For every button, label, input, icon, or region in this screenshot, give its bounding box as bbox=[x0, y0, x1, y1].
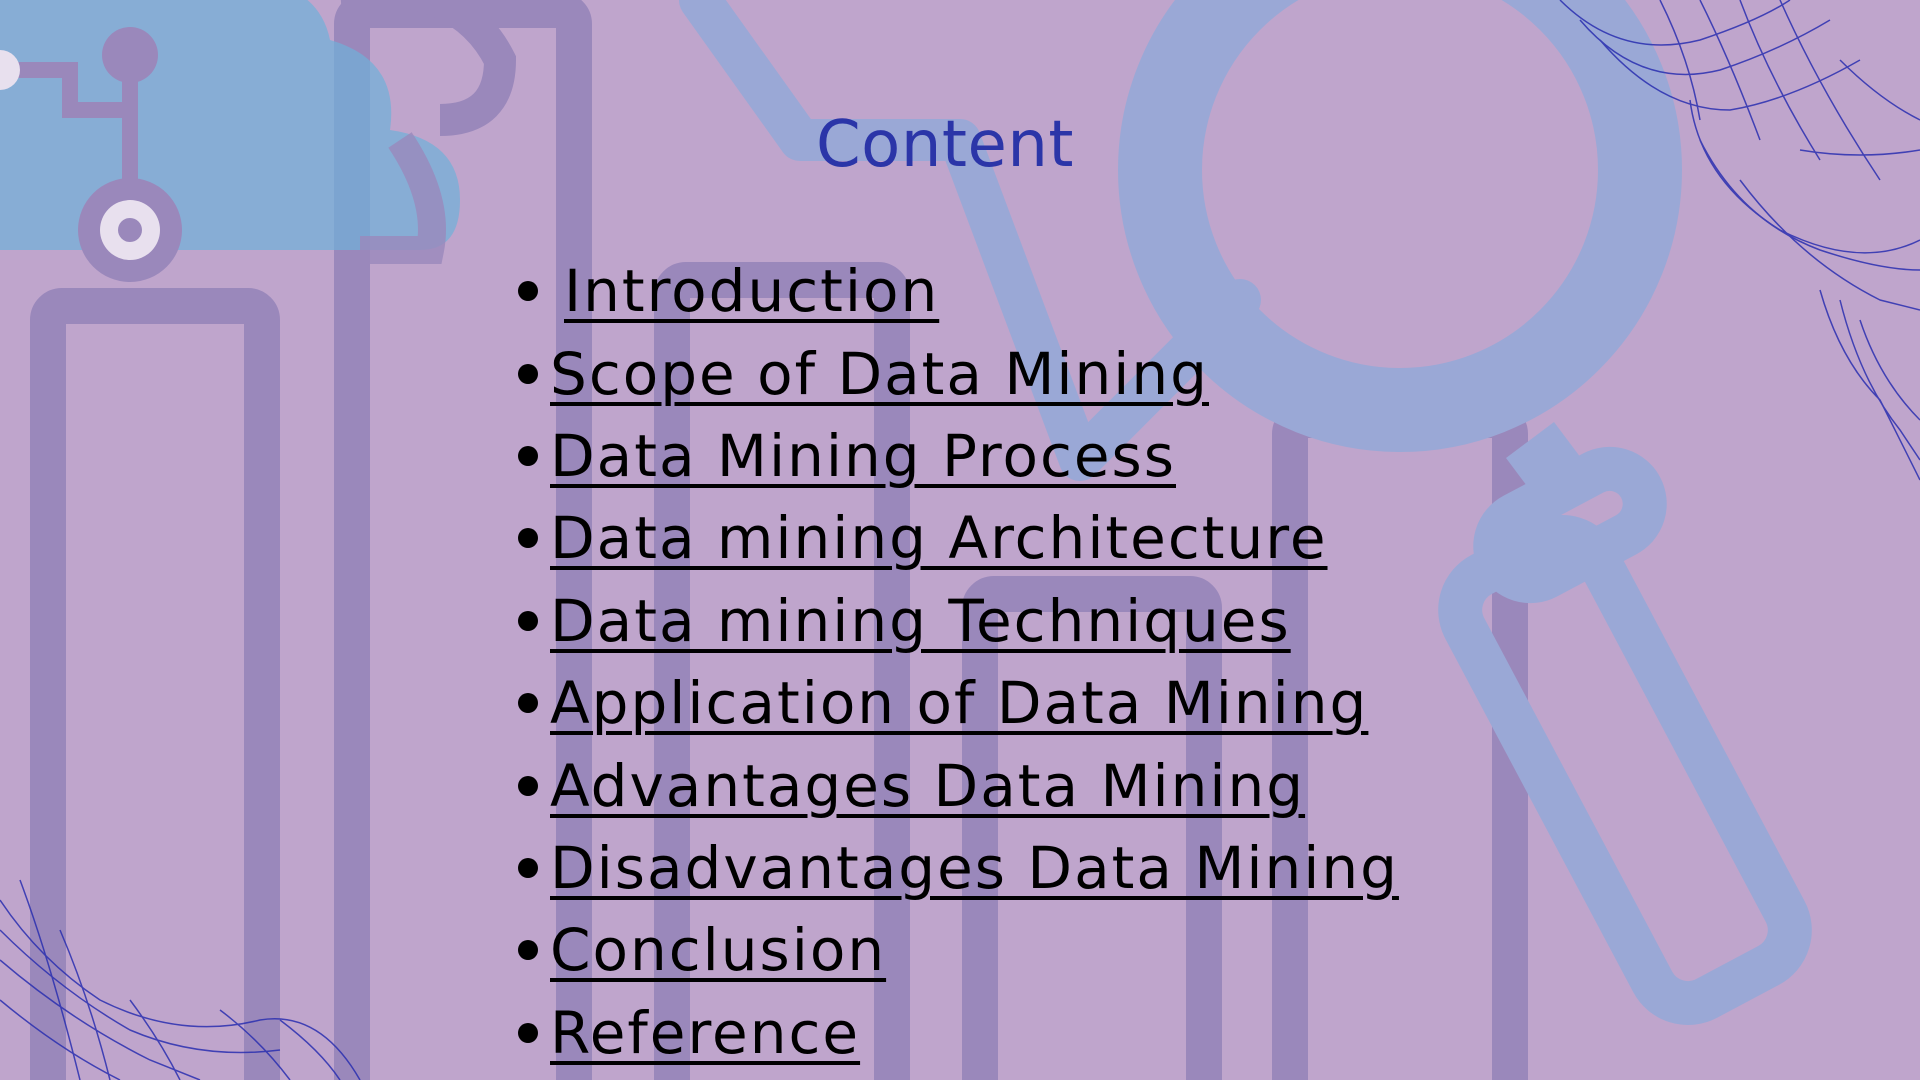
toc-link-architecture[interactable]: Data mining Architecture bbox=[550, 504, 1328, 573]
toc-link-process[interactable]: Data Mining Process bbox=[550, 421, 1176, 490]
toc-link-techniques[interactable]: Data mining Techniques bbox=[550, 586, 1291, 655]
bullet-icon bbox=[518, 528, 538, 549]
toc-link-introduction[interactable]: Introduction bbox=[564, 257, 940, 326]
list-item: Scope of Data Mining bbox=[518, 332, 1399, 414]
bullet-icon bbox=[518, 610, 538, 631]
list-item: Advantages Data Mining bbox=[518, 744, 1399, 826]
bullet-icon bbox=[518, 857, 538, 878]
bullet-icon bbox=[518, 363, 538, 384]
bullet-icon bbox=[518, 1022, 538, 1043]
toc-link-conclusion[interactable]: Conclusion bbox=[550, 916, 887, 985]
table-of-contents: Introduction Scope of Data Mining Data M… bbox=[518, 250, 1399, 1074]
list-item: Data mining Architecture bbox=[518, 497, 1399, 579]
toc-link-application[interactable]: Application of Data Mining bbox=[550, 669, 1369, 738]
wireframe-wave-decoration-bottom bbox=[0, 879, 361, 1080]
list-item: Disadvantages Data Mining bbox=[518, 827, 1399, 909]
bullet-icon bbox=[518, 775, 538, 796]
bullet-icon bbox=[518, 940, 538, 961]
toc-link-disadvantages[interactable]: Disadvantages Data Mining bbox=[550, 833, 1399, 902]
list-item: Introduction bbox=[518, 250, 1399, 332]
list-item: Application of Data Mining bbox=[518, 662, 1399, 744]
trend-line-decoration bbox=[679, 0, 1261, 481]
toc-link-reference[interactable]: Reference bbox=[550, 998, 861, 1067]
bullet-icon bbox=[518, 693, 538, 714]
bullet-icon bbox=[518, 281, 538, 302]
list-item: Reference bbox=[518, 992, 1399, 1074]
slide-title: Content bbox=[815, 108, 1075, 182]
list-item: Conclusion bbox=[518, 909, 1399, 991]
cloud-network-icon bbox=[0, 0, 517, 282]
toc-link-scope[interactable]: Scope of Data Mining bbox=[550, 339, 1209, 408]
bullet-icon bbox=[518, 445, 538, 466]
wireframe-wave-decoration bbox=[1559, 0, 1920, 481]
toc-link-advantages[interactable]: Advantages Data Mining bbox=[550, 751, 1306, 820]
list-item: Data mining Techniques bbox=[518, 580, 1399, 662]
list-item: Data Mining Process bbox=[518, 415, 1399, 497]
magnifier-icon bbox=[1118, 0, 1812, 1026]
